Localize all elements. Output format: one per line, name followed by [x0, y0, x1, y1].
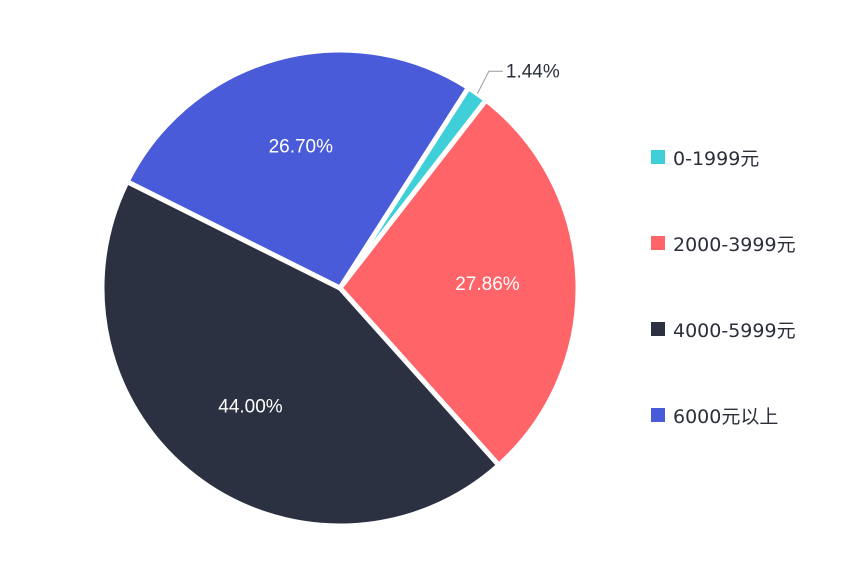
legend-label: 6000元以上	[673, 405, 779, 428]
data-label-2000-3999: 27.86%	[455, 274, 520, 295]
legend: 0-1999元 2000-3999元 4000-5999元 6000元以上	[651, 140, 856, 484]
slice-4000-5999[interactable]	[99, 179, 502, 529]
slice-6000-plus[interactable]	[124, 47, 471, 291]
legend-label: 4000-5999元	[673, 319, 796, 342]
legend-swatch	[651, 236, 665, 250]
legend-label: 0-1999元	[673, 147, 760, 170]
legend-item-6000-plus[interactable]: 6000元以上	[651, 398, 856, 432]
legend-label: 2000-3999元	[673, 233, 796, 256]
data-label-4000-5999: 44.00%	[218, 396, 283, 417]
data-label-0-1999: 1.44%	[506, 61, 560, 82]
legend-swatch	[651, 150, 665, 164]
legend-item-4000-5999[interactable]: 4000-5999元	[651, 312, 856, 346]
legend-item-2000-3999[interactable]: 2000-3999元	[651, 226, 856, 260]
legend-item-0-1999[interactable]: 0-1999元	[651, 140, 856, 174]
slice-2000-3999[interactable]	[337, 97, 581, 468]
legend-swatch	[651, 322, 665, 336]
legend-swatch	[651, 408, 665, 422]
leader-line	[476, 70, 503, 94]
data-label-6000-plus: 26.70%	[269, 137, 334, 158]
